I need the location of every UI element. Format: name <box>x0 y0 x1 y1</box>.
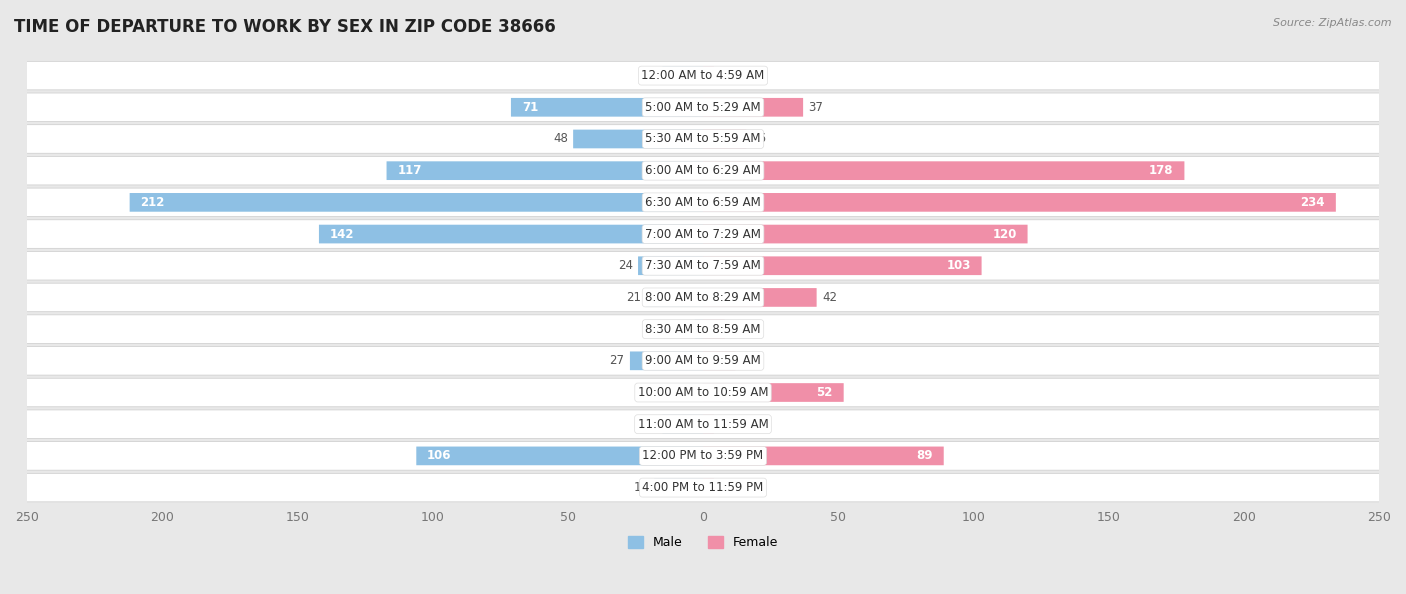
FancyBboxPatch shape <box>647 288 703 307</box>
FancyBboxPatch shape <box>703 352 735 370</box>
Text: 52: 52 <box>817 386 832 399</box>
FancyBboxPatch shape <box>703 447 943 465</box>
FancyBboxPatch shape <box>14 283 1392 312</box>
FancyBboxPatch shape <box>703 478 714 497</box>
FancyBboxPatch shape <box>129 193 703 211</box>
FancyBboxPatch shape <box>319 225 703 244</box>
Text: 103: 103 <box>946 259 970 272</box>
Text: 24: 24 <box>617 259 633 272</box>
Text: 4: 4 <box>720 418 727 431</box>
Text: 15: 15 <box>643 69 657 82</box>
FancyBboxPatch shape <box>662 67 703 85</box>
FancyBboxPatch shape <box>14 125 1392 153</box>
Text: 12: 12 <box>741 355 756 367</box>
Text: 27: 27 <box>610 355 624 367</box>
Text: 11:00 AM to 11:59 AM: 11:00 AM to 11:59 AM <box>638 418 768 431</box>
FancyBboxPatch shape <box>703 67 714 85</box>
FancyBboxPatch shape <box>703 225 1028 244</box>
Text: TIME OF DEPARTURE TO WORK BY SEX IN ZIP CODE 38666: TIME OF DEPARTURE TO WORK BY SEX IN ZIP … <box>14 18 555 36</box>
Text: 7:00 AM to 7:29 AM: 7:00 AM to 7:29 AM <box>645 228 761 241</box>
Text: 234: 234 <box>1301 196 1324 209</box>
Text: 89: 89 <box>917 450 932 462</box>
FancyBboxPatch shape <box>14 93 1392 122</box>
FancyBboxPatch shape <box>387 162 703 180</box>
Text: 9:00 AM to 9:59 AM: 9:00 AM to 9:59 AM <box>645 355 761 367</box>
Text: 178: 178 <box>1149 164 1174 177</box>
Text: 16: 16 <box>752 132 766 146</box>
Text: 120: 120 <box>993 228 1017 241</box>
Text: 0: 0 <box>690 386 697 399</box>
Text: 4: 4 <box>720 69 727 82</box>
Text: 8:30 AM to 8:59 AM: 8:30 AM to 8:59 AM <box>645 323 761 336</box>
FancyBboxPatch shape <box>14 346 1392 375</box>
FancyBboxPatch shape <box>14 378 1392 407</box>
Text: 8: 8 <box>730 323 737 336</box>
FancyBboxPatch shape <box>703 320 724 339</box>
Text: 6:30 AM to 6:59 AM: 6:30 AM to 6:59 AM <box>645 196 761 209</box>
Text: 7:30 AM to 7:59 AM: 7:30 AM to 7:59 AM <box>645 259 761 272</box>
Text: 21: 21 <box>626 291 641 304</box>
Text: 71: 71 <box>522 101 538 114</box>
FancyBboxPatch shape <box>510 98 703 116</box>
FancyBboxPatch shape <box>14 473 1392 502</box>
Text: 5:30 AM to 5:59 AM: 5:30 AM to 5:59 AM <box>645 132 761 146</box>
FancyBboxPatch shape <box>703 383 844 402</box>
Legend: Male, Female: Male, Female <box>623 532 783 554</box>
Text: 12:00 AM to 4:59 AM: 12:00 AM to 4:59 AM <box>641 69 765 82</box>
FancyBboxPatch shape <box>14 220 1392 248</box>
Text: Source: ZipAtlas.com: Source: ZipAtlas.com <box>1274 18 1392 28</box>
Text: 142: 142 <box>330 228 354 241</box>
FancyBboxPatch shape <box>662 415 703 434</box>
FancyBboxPatch shape <box>703 162 1184 180</box>
FancyBboxPatch shape <box>703 415 714 434</box>
Text: 10:00 AM to 10:59 AM: 10:00 AM to 10:59 AM <box>638 386 768 399</box>
FancyBboxPatch shape <box>630 352 703 370</box>
FancyBboxPatch shape <box>638 257 703 275</box>
Text: 18: 18 <box>634 481 650 494</box>
Text: 48: 48 <box>553 132 568 146</box>
FancyBboxPatch shape <box>14 251 1392 280</box>
FancyBboxPatch shape <box>14 188 1392 217</box>
Text: 3: 3 <box>682 323 689 336</box>
FancyBboxPatch shape <box>654 478 703 497</box>
Text: 8:00 AM to 8:29 AM: 8:00 AM to 8:29 AM <box>645 291 761 304</box>
Text: 42: 42 <box>823 291 837 304</box>
FancyBboxPatch shape <box>14 441 1392 470</box>
FancyBboxPatch shape <box>416 447 703 465</box>
FancyBboxPatch shape <box>14 61 1392 90</box>
Text: 6:00 AM to 6:29 AM: 6:00 AM to 6:29 AM <box>645 164 761 177</box>
FancyBboxPatch shape <box>703 257 981 275</box>
FancyBboxPatch shape <box>703 129 747 148</box>
Text: 4:00 PM to 11:59 PM: 4:00 PM to 11:59 PM <box>643 481 763 494</box>
FancyBboxPatch shape <box>703 98 803 116</box>
Text: 12:00 PM to 3:59 PM: 12:00 PM to 3:59 PM <box>643 450 763 462</box>
FancyBboxPatch shape <box>703 288 817 307</box>
Text: 212: 212 <box>141 196 165 209</box>
Text: 117: 117 <box>398 164 422 177</box>
FancyBboxPatch shape <box>703 193 1336 211</box>
FancyBboxPatch shape <box>14 315 1392 343</box>
FancyBboxPatch shape <box>14 410 1392 438</box>
Text: 4: 4 <box>720 481 727 494</box>
FancyBboxPatch shape <box>574 129 703 148</box>
Text: 5:00 AM to 5:29 AM: 5:00 AM to 5:29 AM <box>645 101 761 114</box>
Text: 106: 106 <box>427 450 451 462</box>
FancyBboxPatch shape <box>14 156 1392 185</box>
FancyBboxPatch shape <box>695 320 703 339</box>
Text: 37: 37 <box>808 101 824 114</box>
Text: 15: 15 <box>643 418 657 431</box>
